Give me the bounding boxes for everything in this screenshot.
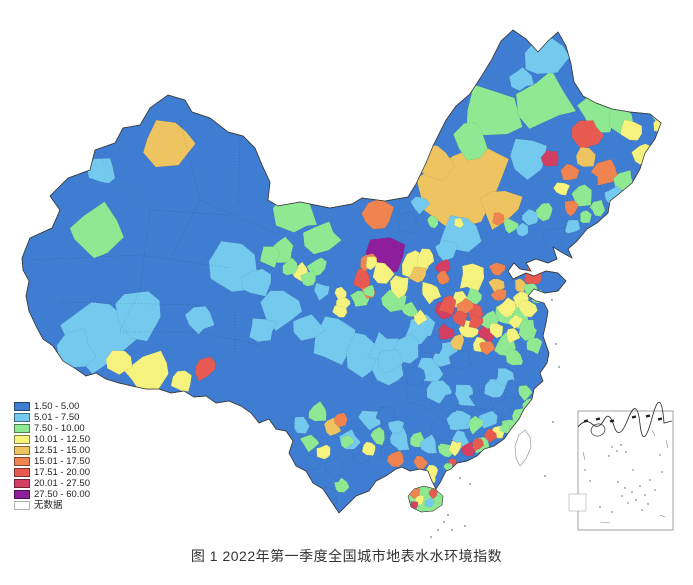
legend-color-swatch (14, 457, 30, 466)
legend-color-swatch (14, 490, 30, 499)
legend-item: 12.51 - 15.00 (14, 445, 90, 456)
legend-item-label: 10.01 - 12.50 (34, 434, 90, 445)
hainan-patches (408, 487, 443, 510)
legend-color-swatch (14, 446, 30, 455)
legend-item: 无数据 (14, 500, 90, 511)
inset-hainan-outline (590, 423, 606, 437)
legend-item-label: 17.51 - 20.00 (34, 467, 90, 478)
legend-item-label: 7.50 - 10.00 (34, 423, 85, 434)
map-legend: 1.50 - 5.00 5.01 - 7.50 7.50 - 10.00 10.01 … (14, 401, 90, 511)
legend-item-label: 27.50 - 60.00 (34, 489, 90, 500)
inset-border (577, 410, 674, 531)
taiwan-island-no-data (514, 429, 532, 467)
national-border (21, 29, 662, 514)
legend-item: 17.51 - 20.00 (14, 467, 90, 478)
legend-item: 5.01 - 7.50 (14, 412, 90, 423)
legend-item-label: 5.01 - 7.50 (34, 412, 80, 423)
legend-item: 10.01 - 12.50 (14, 434, 90, 445)
inset-mainland-coast (577, 401, 673, 437)
legend-item-label: 15.01 - 17.50 (34, 456, 90, 467)
legend-item: 27.50 - 60.00 (14, 489, 90, 500)
legend-item: 20.01 - 27.50 (14, 478, 90, 489)
legend-color-swatch (14, 424, 30, 433)
legend-item-label: 无数据 (34, 500, 63, 511)
legend-color-swatch (14, 479, 30, 488)
legend-item: 15.01 - 17.50 (14, 456, 90, 467)
legend-item: 1.50 - 5.00 (14, 401, 90, 412)
legend-color-swatch (14, 402, 30, 411)
legend-color-swatch (14, 413, 30, 422)
figure-caption: 图 1 2022年第一季度全国城市地表水水环境指数 (190, 548, 503, 564)
legend-color-swatch (14, 435, 30, 444)
legend-item-label: 20.01 - 27.50 (34, 478, 90, 489)
legend-item-label: 1.50 - 5.00 (34, 401, 80, 412)
coastal-island-dots (430, 299, 560, 538)
legend-color-swatch (14, 501, 30, 510)
south-china-sea-inset (568, 401, 674, 531)
legend-color-swatch (14, 468, 30, 477)
legend-item: 7.50 - 10.00 (14, 423, 90, 434)
legend-item-label: 12.51 - 15.00 (34, 445, 90, 456)
